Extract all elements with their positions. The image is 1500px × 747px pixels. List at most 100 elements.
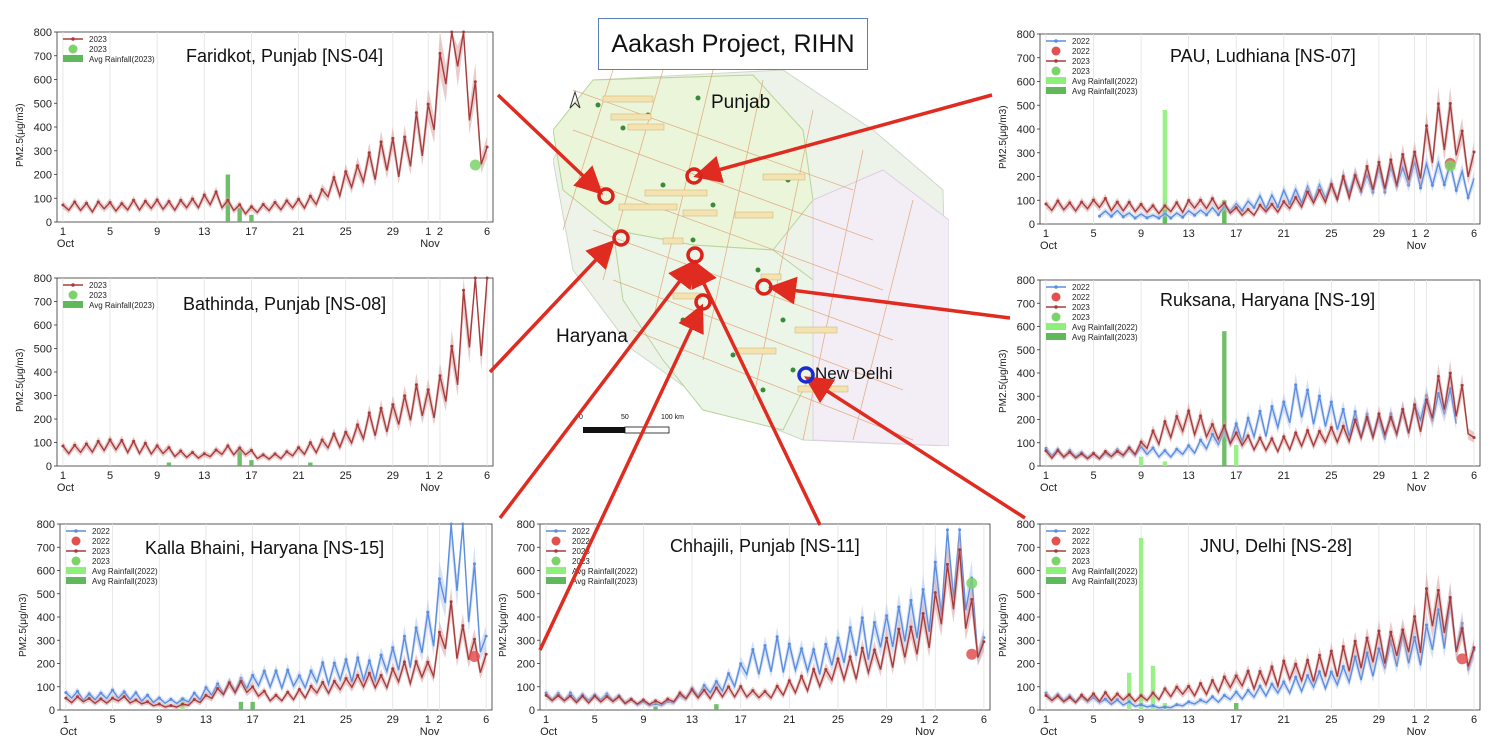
series-point-2022 [1115,698,1119,702]
x-tick-label: 2 [437,470,443,482]
series-point-2023 [1127,693,1131,697]
x-tick-label: 25 [340,470,352,482]
series-point-2023 [462,30,466,34]
legend-swatch-point [1054,529,1058,533]
chart-title: Kalla Bhaini, Haryana [NS-15] [145,538,385,558]
series-point-2023 [1127,446,1131,450]
x-tick-label: 1 [1043,228,1049,240]
legend-label: Avg Rainfall(2022) [92,567,158,576]
series-point-2022 [64,691,68,695]
series-point-2023 [1210,197,1214,201]
series-point-2023 [860,646,864,650]
series-point-2023 [1151,691,1155,695]
x-tick-label: 29 [1373,714,1385,726]
series-point-2023 [485,145,489,149]
rain-bar-2023 [250,701,255,710]
series-point-2023 [155,198,159,202]
series-point-2022 [945,528,949,532]
series-point-2022 [1199,438,1203,442]
series-point-2023 [179,198,183,202]
series-point-2023 [251,685,255,689]
y-tick-label: 200 [517,659,535,671]
series-band-2022 [65,524,487,707]
series-point-2022 [739,662,743,666]
series-point-2023 [238,446,242,450]
series-point-2023 [297,197,301,201]
plot-frame [56,277,494,467]
legend-swatch-rain [546,567,566,574]
series-point-2023 [1210,678,1214,682]
series-point-2023 [122,695,126,699]
series-point-2023 [143,199,147,203]
series-point-2023 [1472,150,1476,154]
series-point-2023 [120,202,124,206]
series-point-2023 [473,80,477,84]
y-tick-label: 0 [1029,219,1035,231]
series-point-2023 [1234,431,1238,435]
legend-swatch-point [1054,305,1058,309]
series-point-2023 [157,702,161,706]
series-point-2022 [1294,383,1298,387]
series-point-2022 [1466,196,1470,200]
series-point-2022 [1246,688,1250,692]
series-point-2022 [812,648,816,652]
series-point-2023 [544,693,548,697]
map-label-boxes [602,95,849,393]
series-point-2022 [344,658,348,662]
chart-title: Ruksana, Haryana [NS-19] [1160,290,1376,310]
x-tick-label: 21 [1278,228,1290,240]
series-point-2023 [1175,201,1179,205]
series-point-2023 [763,689,767,693]
legend-swatch-rain [63,301,83,308]
series-point-2023 [1413,150,1417,154]
legend-label: 2022 [1072,37,1090,46]
series-point-2023 [308,194,312,198]
x-tick-label: 5 [109,714,115,726]
series-point-2023 [403,135,407,139]
series-point-2022 [1199,698,1203,702]
series-point-2022 [1294,675,1298,679]
series-point-2022 [1204,213,1208,217]
series-point-2023 [836,657,840,661]
y-tick-label: 100 [517,682,535,694]
series-point-2023 [1306,429,1310,433]
site-circle-faridkot [597,187,615,205]
series-point-2023 [285,450,289,454]
series-point-2023 [1472,436,1476,440]
x-tick-label: 21 [783,714,795,726]
legend-swatch-point [74,529,78,533]
series-point-2023 [1436,102,1440,106]
y-axis-label: PM2.5(μg/m3) [18,593,29,657]
series-point-2023 [1294,196,1298,200]
x-tick-label: 21 [1278,470,1290,482]
series-point-2023 [1056,694,1060,698]
series-point-2023 [297,446,301,450]
series-point-2022 [484,634,488,638]
rain-bar-2023 [166,462,172,466]
series-point-2023 [426,102,430,106]
series-point-2023 [593,694,597,698]
series-point-2023 [678,691,682,695]
series-point-2023 [391,667,395,671]
x-tick-label: 1 [63,714,69,726]
series-point-2023 [1365,415,1369,419]
x-tick-label: 9 [1138,470,1144,482]
x-tick-label: 1 [60,226,66,238]
y-tick-label: 600 [34,75,52,87]
series-point-2023 [426,388,430,392]
series-point-2023 [261,453,265,457]
legend-swatch-rain [1046,577,1066,584]
legend-swatch-point [74,549,78,553]
series-point-2022 [909,598,913,602]
series-point-2023 [970,597,974,601]
series-point-2022 [449,522,453,526]
x-tick-label: 17 [1230,228,1242,240]
y-axis-label: PM2.5(μg/m3) [998,349,1009,413]
project-title: Aakash Project, RIHN [611,29,855,58]
scale-tick-50: 50 [621,414,629,421]
y-tick-label: 600 [37,566,55,578]
series-point-2023 [239,679,243,683]
y-tick-label: 400 [517,612,535,624]
series-point-2023 [84,201,88,205]
